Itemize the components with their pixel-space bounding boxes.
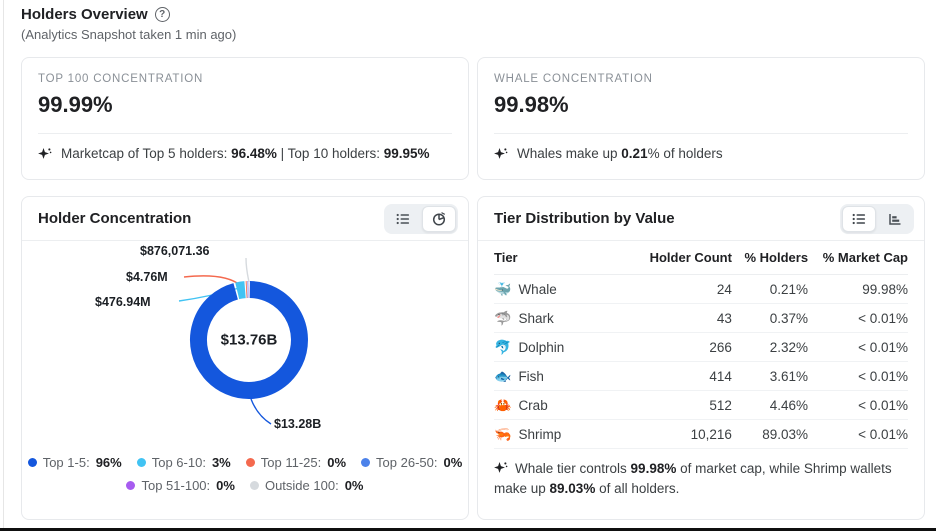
tier-distribution-card: Tier Distribution by Value [477, 196, 925, 520]
list-view-button[interactable] [386, 206, 420, 232]
card-title: Tier Distribution by Value [494, 210, 675, 227]
legend-dot [245, 458, 255, 467]
holder-concentration-card: Holder Concentration [21, 196, 469, 520]
window-bottom-edge [0, 528, 936, 531]
legend-dot [126, 481, 136, 490]
shrimp-icon: 🦐 [494, 426, 512, 442]
donut-legend: Top 1-5 96% Top 6-10 3% Top 11-25 0% [22, 455, 468, 493]
page-header: Holders Overview ? [21, 6, 925, 23]
legend-dot [27, 458, 37, 467]
legend-item-top6-10[interactable]: Top 6-10 3% [136, 455, 231, 470]
sparkle-icon [494, 462, 508, 473]
leader-line-top1-5 [250, 398, 272, 425]
divider [38, 133, 452, 134]
callout-top11-25: $4.76M [126, 270, 168, 284]
holders-overview-page: Holders Overview ? (Analytics Snapshot t… [0, 0, 936, 520]
table-header-row: Tier Holder Count % Holders % Market Cap [494, 241, 908, 275]
snapshot-subtitle: (Analytics Snapshot taken 1 min ago) [21, 27, 237, 42]
top100-concentration-card: TOP 100 CONCENTRATION 99.99% Marketcap o… [21, 57, 469, 180]
ai-insight: Marketcap of Top 5 holders: 96.48% | Top… [38, 146, 452, 161]
sparkle-icon [494, 147, 508, 159]
insight-text: Marketcap of Top 5 holders: 96.48% | Top… [61, 146, 430, 161]
stat-label: TOP 100 CONCENTRATION [38, 73, 204, 85]
shark-icon: 🦈 [494, 310, 512, 326]
view-toggle [384, 203, 458, 234]
sparkle-icon [38, 147, 52, 159]
whale-icon: 🐳 [494, 281, 512, 297]
page-title: Holders Overview [21, 6, 148, 23]
table-row-shark: 🦈 Shark 43 0.37% < 0.01% [494, 304, 908, 333]
whale-concentration-card: WHALE CONCENTRATION 99.98% Whales make u… [477, 57, 925, 180]
divider [494, 133, 908, 134]
stat-value: 99.99% [38, 92, 113, 117]
legend-item-outside100[interactable]: Outside 100 0% [249, 478, 364, 493]
donut-center-label: $13.76B [220, 331, 278, 349]
stat-value: 99.98% [494, 92, 569, 117]
table-row-dolphin: 🐬 Dolphin 266 2.32% < 0.01% [494, 333, 908, 362]
legend-dot [361, 458, 371, 467]
col-header-tier: Tier [494, 250, 518, 265]
legend-row: Top 51-100 0% Outside 100 0% [22, 478, 468, 493]
legend-item-top26-50[interactable]: Top 26-50 0% [361, 455, 462, 470]
help-icon[interactable]: ? [154, 7, 170, 22]
fish-icon: 🐟 [494, 368, 512, 384]
list-icon [396, 213, 410, 224]
card-header: Holder Concentration [22, 197, 468, 241]
leader-line-outside100 [245, 257, 250, 283]
crab-icon: 🦀 [494, 397, 512, 413]
ai-insight: Whales make up 0.21% of holders [494, 146, 908, 161]
legend-row: Top 1-5 96% Top 6-10 3% Top 11-25 0% [22, 455, 468, 470]
col-header-holder-count: Holder Count [649, 250, 732, 265]
donut-segments [190, 280, 308, 399]
callout-outside100: $876,071.36 [140, 244, 210, 258]
table-row-whale: 🐳 Whale 24 0.21% 99.98% [494, 275, 908, 304]
legend-item-top51-100[interactable]: Top 51-100 0% [126, 478, 235, 493]
legend-item-top1-5[interactable]: Top 1-5 96% [27, 455, 122, 470]
table-row-shrimp: 🦐 Shrimp 10,216 89.03% < 0.01% [494, 420, 908, 449]
col-header-pct-holders: % Holders [744, 250, 809, 265]
table-row-crab: 🦀 Crab 512 4.46% < 0.01% [494, 391, 908, 420]
pie-view-button[interactable] [422, 205, 456, 232]
legend-dot [136, 458, 146, 467]
view-toggle [840, 203, 914, 234]
card-header: Tier Distribution by Value [478, 197, 924, 241]
callout-top1-5: $13.28B [274, 417, 322, 431]
legend-dot [249, 481, 259, 490]
window-left-edge [3, 0, 4, 531]
donut-chart[interactable]: $876,071.36 $4.76M $476.94M $13.28B $13.… [22, 241, 468, 446]
bar-chart-icon [889, 213, 901, 225]
card-title: Holder Concentration [38, 210, 192, 227]
list-icon [852, 213, 866, 224]
table-row-fish: 🐟 Fish 414 3.61% < 0.01% [494, 362, 908, 391]
callout-top6-10: $476.94M [95, 295, 151, 309]
pie-chart-icon [432, 211, 446, 226]
bar-chart-view-button[interactable] [878, 206, 912, 232]
tier-table: Tier Holder Count % Holders % Market Cap… [478, 241, 924, 449]
stat-label: WHALE CONCENTRATION [494, 73, 653, 85]
col-header-pct-marketcap: % Market Cap [822, 250, 908, 265]
list-view-button[interactable] [842, 205, 876, 232]
ai-insight: Whale tier controls 99.98% of market cap… [494, 461, 892, 497]
legend-item-top11-25[interactable]: Top 11-25 0% [245, 455, 346, 470]
insight-text: Whales make up 0.21% of holders [517, 146, 723, 161]
dolphin-icon: 🐬 [494, 339, 512, 355]
cards-grid: TOP 100 CONCENTRATION 99.99% Marketcap o… [21, 57, 925, 520]
